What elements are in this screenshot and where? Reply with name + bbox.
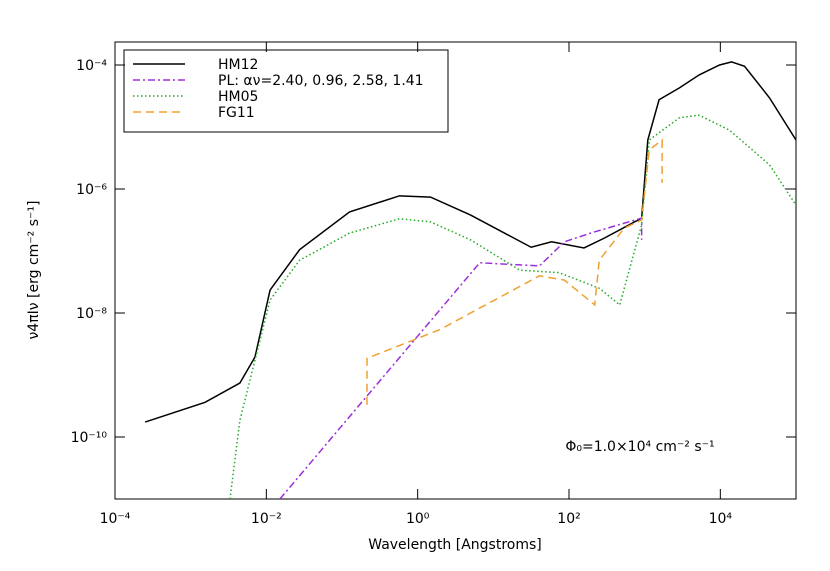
x-axis-label: Wavelength [Angstroms]	[368, 537, 542, 553]
legend-label: FG11	[218, 105, 255, 121]
y-tick-label: 10⁻⁴	[76, 58, 107, 74]
legend-label: HM05	[218, 89, 258, 105]
series-line	[279, 217, 643, 499]
series-line	[366, 138, 663, 405]
x-tick-label: 10⁰	[406, 511, 430, 527]
x-tick-label: 10⁴	[709, 511, 733, 527]
y-tick-label: 10⁻⁸	[76, 306, 107, 322]
legend-label: HM12	[218, 57, 258, 73]
x-tick-label: 10⁻²	[251, 511, 282, 527]
y-tick-label: 10⁻⁶	[76, 182, 107, 198]
y-axis-label: ν4πIν [erg cm⁻² s⁻¹]	[26, 200, 42, 339]
plot-frame	[114, 41, 797, 500]
x-tick-label: 10²	[557, 511, 580, 527]
plot-lines	[144, 61, 796, 499]
y-tick-label: 10⁻¹⁰	[71, 430, 108, 446]
legend-box	[123, 49, 449, 133]
x-tick-label: 10⁻⁴	[100, 511, 131, 527]
legend-label: PL: αν=2.40, 0.96, 2.58, 1.41	[218, 73, 424, 89]
series-line	[144, 61, 796, 423]
annotation: Φ₀=1.0×10⁴ cm⁻² s⁻¹	[565, 439, 714, 455]
